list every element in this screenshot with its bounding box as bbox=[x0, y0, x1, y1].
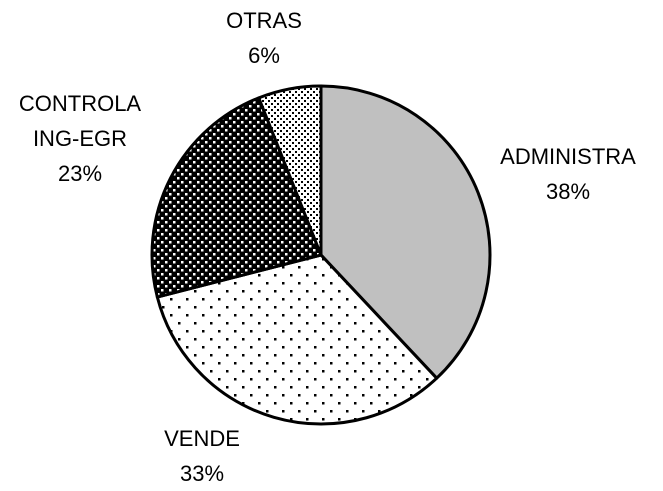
value-label: 23% bbox=[58, 161, 102, 186]
value-label: 38% bbox=[546, 179, 590, 204]
pie-slice bbox=[155, 253, 439, 426]
label-line: ING-EGR bbox=[33, 126, 127, 151]
pie-slice bbox=[257, 84, 323, 257]
label-line: VENDE bbox=[164, 426, 240, 451]
slice-label: OTRAS bbox=[226, 8, 302, 33]
label-line: CONTROLA bbox=[19, 91, 142, 116]
slice-label: CONTROLA ING-EGR bbox=[19, 91, 142, 151]
pie-slice bbox=[319, 84, 492, 380]
pie-slice bbox=[150, 96, 323, 299]
label-line: ADMINISTRA bbox=[500, 144, 636, 169]
slice-label: ADMINISTRA bbox=[500, 144, 636, 169]
label-line: OTRAS bbox=[226, 8, 302, 33]
value-label: 6% bbox=[248, 43, 280, 68]
value-label: 33% bbox=[180, 461, 224, 486]
slice-label: VENDE bbox=[164, 426, 240, 451]
